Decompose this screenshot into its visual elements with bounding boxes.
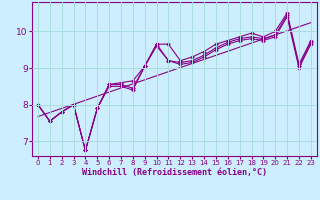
X-axis label: Windchill (Refroidissement éolien,°C): Windchill (Refroidissement éolien,°C) [82,168,267,177]
